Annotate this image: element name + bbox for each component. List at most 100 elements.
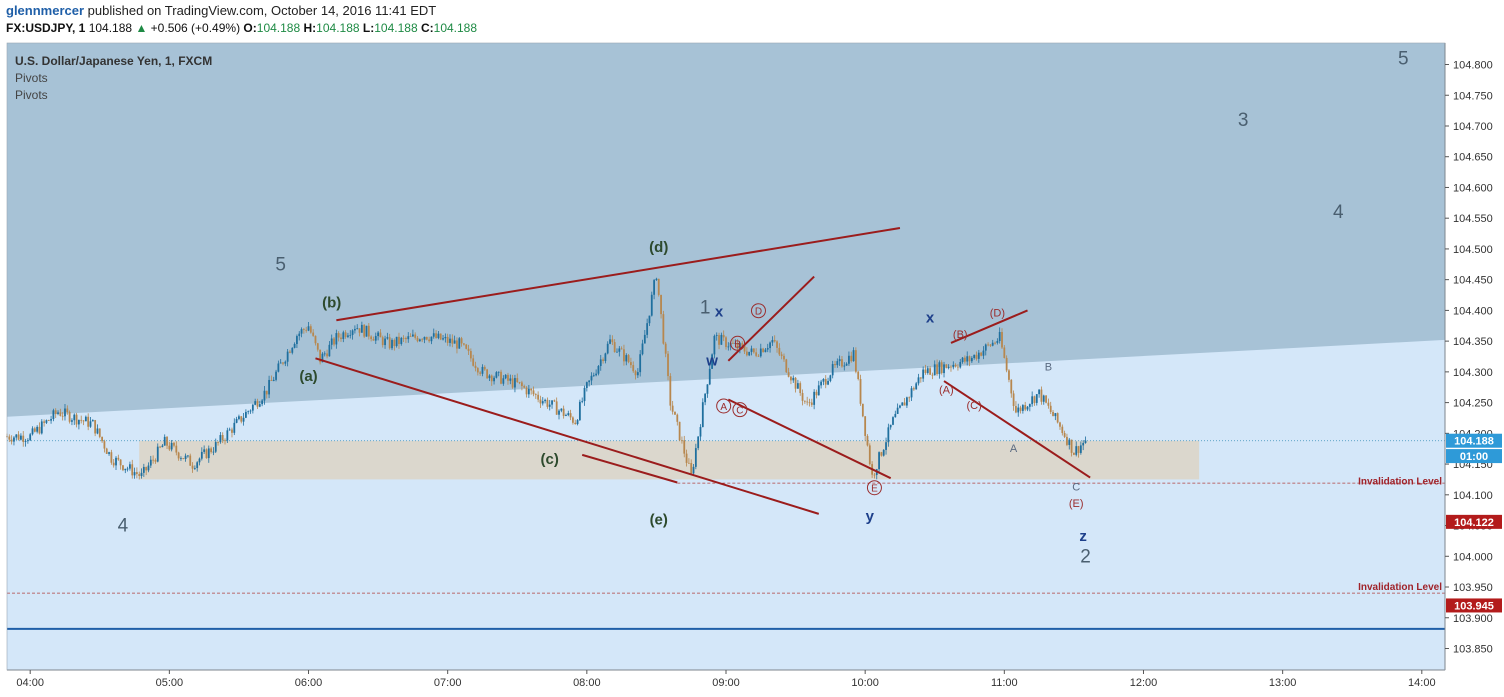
candle-body bbox=[565, 415, 567, 416]
trend-line[interactable] bbox=[727, 275, 815, 362]
candle-body bbox=[803, 400, 806, 402]
x-tick-label: 14:00 bbox=[1408, 677, 1436, 689]
wave-label-blue: w bbox=[705, 353, 718, 370]
wave-label-red-circled: D bbox=[755, 307, 762, 318]
candle-body bbox=[1031, 396, 1034, 405]
candle-body bbox=[22, 435, 25, 442]
indicator-pivots-2[interactable]: Pivots bbox=[15, 88, 48, 102]
candle-body bbox=[244, 411, 247, 418]
candle-body bbox=[268, 379, 270, 395]
last-price-tag: 104.188 bbox=[1454, 436, 1494, 448]
candle-body bbox=[333, 338, 335, 345]
candle-body bbox=[722, 334, 725, 338]
wave-label-blue: z bbox=[1079, 528, 1087, 545]
candle-body bbox=[732, 342, 734, 344]
candle-body bbox=[300, 329, 303, 334]
wave-label-small: A bbox=[1010, 443, 1018, 455]
candle-body bbox=[45, 420, 48, 423]
y-tick-label: 104.000 bbox=[1453, 551, 1493, 563]
candle-body bbox=[29, 434, 32, 441]
candle-body bbox=[606, 343, 609, 354]
wave-label-blue: x bbox=[926, 310, 935, 327]
candle-body bbox=[64, 408, 66, 417]
indicator-pivots-1[interactable]: Pivots bbox=[15, 71, 48, 85]
candle-body bbox=[1063, 433, 1066, 437]
candle-body bbox=[943, 364, 945, 374]
candle-body bbox=[467, 348, 470, 352]
candle-body bbox=[142, 466, 145, 473]
candle-body bbox=[1079, 445, 1082, 453]
trend-line[interactable] bbox=[336, 227, 901, 322]
time-tag-bg bbox=[1446, 449, 1502, 464]
trend-line[interactable] bbox=[581, 453, 678, 484]
candle-body bbox=[641, 343, 644, 355]
candle-body bbox=[217, 442, 219, 443]
trend-line[interactable] bbox=[315, 357, 820, 515]
candle-body bbox=[161, 445, 164, 448]
x-tick-label: 10:00 bbox=[851, 677, 879, 689]
wave-label-small: B bbox=[1045, 362, 1052, 374]
wave-label-red-circled: B bbox=[734, 339, 741, 350]
candle-body bbox=[750, 348, 753, 352]
candle-body bbox=[982, 350, 985, 356]
candle-body bbox=[1047, 402, 1050, 406]
candle-body bbox=[706, 384, 709, 394]
author-name[interactable]: glennmercer bbox=[6, 3, 85, 18]
candle-body bbox=[632, 365, 635, 372]
candle-body bbox=[140, 472, 143, 476]
last-price: 104.188 bbox=[88, 21, 133, 35]
candle-body bbox=[797, 383, 799, 389]
candle-body bbox=[859, 379, 862, 404]
candle-body bbox=[379, 332, 382, 338]
trend-line[interactable] bbox=[950, 309, 1028, 344]
candle-body bbox=[940, 362, 943, 374]
time-tag: 01:00 bbox=[1460, 451, 1488, 463]
candle-body bbox=[314, 335, 317, 344]
candle-body bbox=[228, 429, 231, 431]
candle-body bbox=[908, 397, 911, 399]
candle-body bbox=[129, 464, 131, 469]
panel-symbol-title[interactable]: U.S. Dollar/Japanese Yen, 1, FXCM bbox=[15, 54, 213, 68]
candle-body bbox=[105, 448, 108, 454]
candle-body bbox=[973, 354, 976, 359]
candle-body bbox=[265, 390, 268, 395]
candle-body bbox=[583, 387, 586, 402]
candle-body bbox=[945, 364, 948, 369]
candle-body bbox=[126, 468, 129, 470]
candle-body bbox=[708, 368, 711, 385]
candle-body bbox=[247, 411, 250, 413]
price-tag-2-bg bbox=[1446, 598, 1502, 613]
x-tick-label: 08:00 bbox=[573, 677, 601, 689]
candle-body bbox=[954, 364, 957, 367]
trend-line[interactable] bbox=[943, 380, 1091, 479]
candle-body bbox=[590, 375, 593, 381]
candle-body bbox=[460, 338, 463, 344]
candle-body bbox=[1066, 436, 1068, 445]
candle-body bbox=[1026, 406, 1029, 410]
candle-body bbox=[539, 399, 542, 404]
candle-body bbox=[899, 405, 901, 408]
wave-label-red-paren: (D) bbox=[990, 308, 1005, 320]
candle-body bbox=[609, 339, 611, 344]
candle-body bbox=[166, 436, 168, 446]
candle-body bbox=[991, 342, 994, 346]
up-arrow-icon: ▲ bbox=[135, 21, 148, 35]
wave-label-red-circled: A bbox=[720, 402, 727, 413]
candle-body bbox=[785, 359, 788, 373]
wave-label-circle bbox=[866, 480, 882, 496]
x-tick-label: 13:00 bbox=[1269, 677, 1297, 689]
candle-body bbox=[374, 336, 377, 341]
candle-body bbox=[530, 388, 533, 391]
candle-body bbox=[572, 417, 574, 423]
candle-body bbox=[627, 355, 630, 363]
candle-body bbox=[430, 336, 433, 342]
candle-body bbox=[720, 334, 723, 345]
candle-body bbox=[1008, 370, 1010, 380]
candle-body bbox=[388, 337, 391, 349]
candle-body bbox=[340, 337, 342, 340]
candle-body bbox=[836, 361, 839, 366]
candle-body bbox=[432, 333, 435, 337]
candle-body bbox=[727, 346, 730, 348]
trend-line[interactable] bbox=[727, 398, 892, 480]
